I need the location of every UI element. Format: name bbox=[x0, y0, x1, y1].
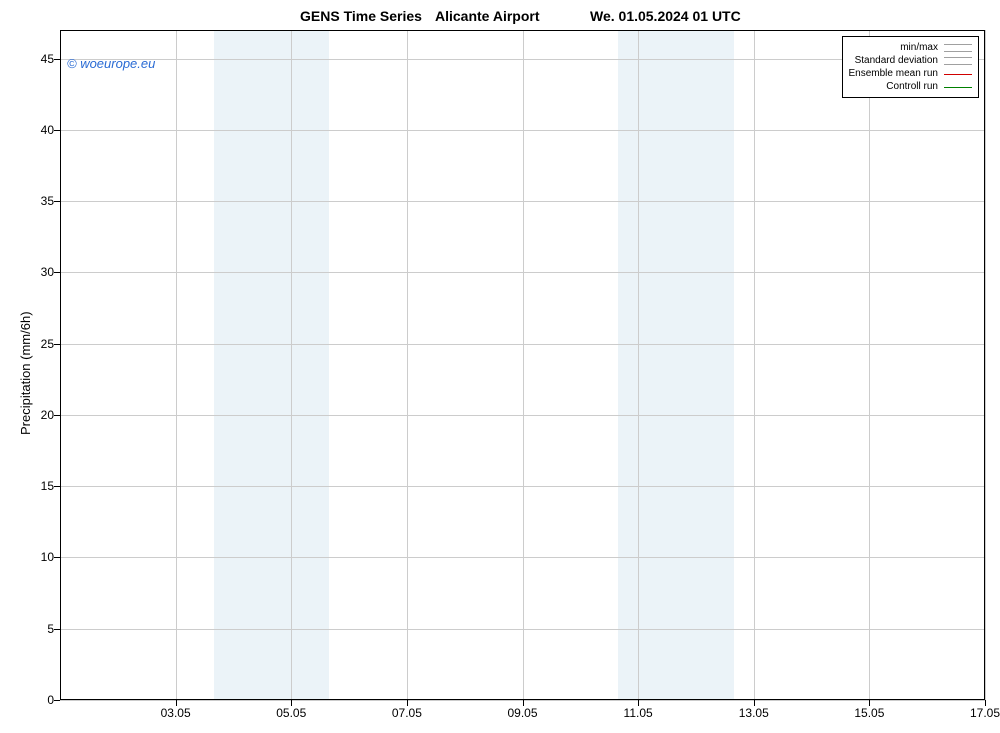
y-tick-label: 35 bbox=[41, 194, 60, 208]
y-tick-label: 30 bbox=[41, 265, 60, 279]
chart-title-datetime: We. 01.05.2024 01 UTC bbox=[590, 8, 741, 24]
x-tick-label: 17.05 bbox=[970, 700, 1000, 720]
x-tick-label: 15.05 bbox=[854, 700, 884, 720]
legend-swatch bbox=[944, 82, 972, 92]
legend-swatch bbox=[944, 43, 972, 53]
x-tick-label: 13.05 bbox=[739, 700, 769, 720]
legend-swatch bbox=[944, 69, 972, 79]
legend-item: Ensemble mean run bbox=[849, 67, 973, 80]
y-tick-label: 10 bbox=[41, 550, 60, 564]
x-tick-label: 11.05 bbox=[624, 700, 653, 720]
chart-title-location: Alicante Airport bbox=[435, 8, 540, 24]
chart-container: { "chart": { "type": "line", "title_left… bbox=[0, 0, 1000, 733]
y-tick-label: 5 bbox=[47, 622, 60, 636]
y-tick-label: 25 bbox=[41, 337, 60, 351]
legend-swatch bbox=[944, 56, 972, 66]
y-tick-label: 40 bbox=[41, 123, 60, 137]
x-tick-label: 07.05 bbox=[392, 700, 422, 720]
x-tick-label: 03.05 bbox=[161, 700, 191, 720]
plot-area: 051015202530354045 03.0505.0507.0509.051… bbox=[60, 30, 985, 700]
legend-item: Standard deviation bbox=[849, 54, 973, 67]
y-tick-label: 15 bbox=[41, 479, 60, 493]
chart-title-model: GENS Time Series bbox=[300, 8, 422, 24]
y-tick-label: 0 bbox=[47, 693, 60, 707]
legend-item: min/max bbox=[849, 41, 973, 54]
legend: min/maxStandard deviationEnsemble mean r… bbox=[842, 36, 980, 98]
watermark: © woeurope.eu bbox=[67, 56, 155, 71]
legend-item: Controll run bbox=[849, 80, 973, 93]
y-axis-label: Precipitation (mm/6h) bbox=[18, 311, 33, 435]
legend-label: Standard deviation bbox=[855, 54, 938, 67]
x-tick-label: 05.05 bbox=[276, 700, 306, 720]
legend-label: Controll run bbox=[886, 80, 938, 93]
y-tick-label: 20 bbox=[41, 408, 60, 422]
x-tick-label: 09.05 bbox=[507, 700, 537, 720]
y-tick-label: 45 bbox=[41, 52, 60, 66]
legend-label: min/max bbox=[900, 41, 938, 54]
legend-label: Ensemble mean run bbox=[849, 67, 939, 80]
